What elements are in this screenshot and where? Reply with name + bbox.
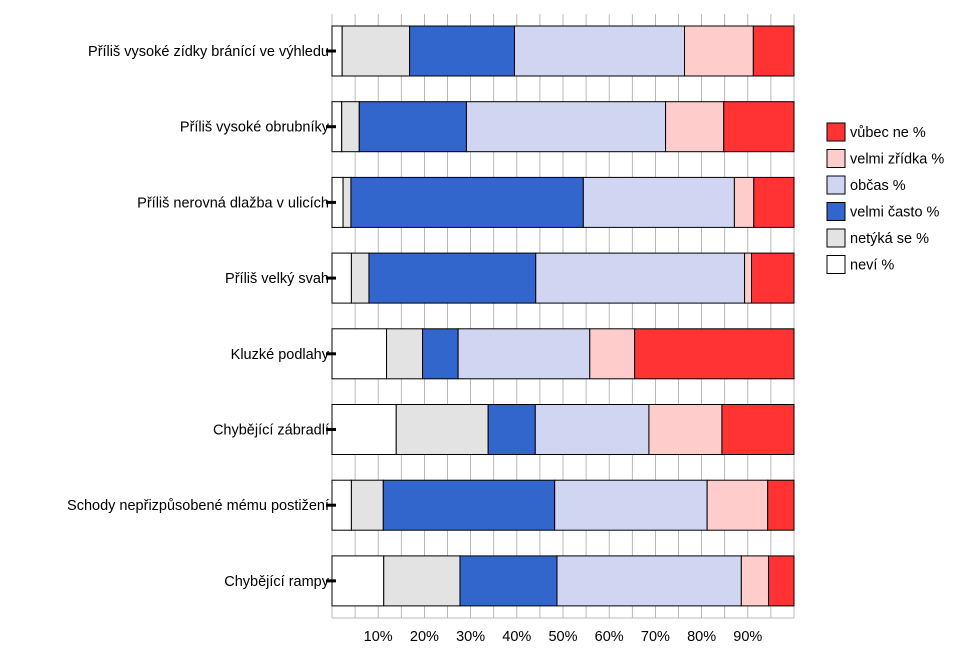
- bar-segment-vůbec-ne-pct: [750, 252, 795, 304]
- bar-segment-velmi-zřídka-pct: [706, 479, 769, 531]
- bar-segment-netýká-se-pct: [350, 479, 384, 531]
- category-label: Schody nepřizpůsobené mému postižení: [67, 498, 329, 514]
- bar-segment-občas-pct: [534, 404, 650, 455]
- x-tick-label: 70%: [641, 629, 670, 645]
- bar-segment-netýká-se-pct: [342, 176, 352, 228]
- category-label: Příliš nerovná dlažba v ulicích: [137, 195, 329, 211]
- legend-item: neví %: [826, 255, 894, 274]
- bar-segment-netýká-se-pct: [395, 404, 489, 455]
- bar-segment-velmi-často-pct: [368, 252, 537, 304]
- bar-segment-neví-pct: [331, 328, 388, 380]
- legend-item: velmi často %: [826, 202, 940, 221]
- legend-item: velmi zřídka %: [826, 149, 944, 168]
- bar-segment-velmi-zřídka-pct: [665, 101, 725, 153]
- legend-label: velmi zřídka %: [850, 152, 944, 168]
- legend-item: netýká se %: [826, 228, 929, 248]
- bar-segment-velmi-zřídka-pct: [648, 404, 723, 455]
- bar-segment-netýká-se-pct: [386, 328, 424, 380]
- legend-item: vůbec ne %: [826, 122, 926, 142]
- bar-segment-velmi-zřídka-pct: [684, 25, 754, 77]
- bar-segment-vůbec-ne-pct: [634, 328, 795, 380]
- bar-segment-netýká-se-pct: [341, 101, 360, 153]
- category-label: Příliš velký svah: [225, 271, 329, 287]
- bar-segment-neví-pct: [331, 555, 385, 607]
- bar-segment-netýká-se-pct: [350, 252, 370, 304]
- legend-swatch: [826, 122, 846, 142]
- category-label: Chybějící rampy: [224, 574, 330, 590]
- legend-item: občas %: [826, 175, 906, 195]
- bar-segment-občas-pct: [457, 328, 591, 380]
- x-tick-label: 40%: [502, 629, 531, 645]
- x-axis-tick-labels: 10% 20% 30% 40% 50% 60% 70% 80% 90%: [364, 629, 763, 645]
- legend-label: velmi často %: [850, 205, 940, 221]
- bar-segment-velmi-často-pct: [487, 404, 536, 455]
- bar-segment-občas-pct: [554, 479, 708, 531]
- legend-label: občas %: [850, 178, 906, 194]
- bar-segment-netýká-se-pct: [341, 25, 411, 77]
- bar-segment-neví-pct: [331, 404, 397, 455]
- bar-segment-občas-pct: [513, 25, 686, 77]
- legend-label: vůbec ne %: [850, 125, 926, 141]
- bar-segment-občas-pct: [556, 555, 742, 607]
- bar-segment-velmi-často-pct: [459, 555, 558, 607]
- legend: vůbec ne % velmi zřídka % občas % velmi čas…: [826, 122, 944, 274]
- x-tick-label: 20%: [410, 629, 439, 645]
- bar-segment-vůbec-ne-pct: [721, 404, 795, 455]
- x-tick-label: 90%: [733, 629, 762, 645]
- bar-segment-vůbec-ne-pct: [768, 555, 795, 607]
- category-label: Příliš vysoké zídky bránící ve výhledu: [88, 44, 329, 60]
- bar-segment-netýká-se-pct: [383, 555, 461, 607]
- legend-swatch: [826, 149, 846, 168]
- legend-swatch: [826, 228, 846, 248]
- category-label: Kluzké podlahy: [231, 347, 330, 363]
- category-label: Chybějící zábradlí: [213, 423, 329, 439]
- bar-segment-velmi-často-pct: [422, 328, 459, 380]
- x-tick-label: 30%: [456, 629, 485, 645]
- legend-label: neví %: [850, 258, 894, 274]
- bar-segment-vůbec-ne-pct: [767, 479, 795, 531]
- y-axis-labels: Příliš vysoké zídky bránící ve výhledu Př…: [67, 44, 330, 590]
- bars: [326, 25, 795, 607]
- bar-segment-velmi-zřídka-pct: [744, 252, 752, 304]
- x-tick-label: 80%: [687, 629, 716, 645]
- legend-swatch: [826, 175, 846, 195]
- bar-segment-občas-pct: [535, 252, 746, 304]
- bar-segment-vůbec-ne-pct: [753, 176, 795, 228]
- bar-segment-velmi-často-pct: [358, 101, 467, 153]
- bar-segment-občas-pct: [465, 101, 667, 153]
- bar-segment-občas-pct: [582, 176, 735, 228]
- category-label: Příliš vysoké obrubníky: [180, 120, 330, 136]
- bar-segment-velmi-zřídka-pct: [740, 555, 770, 607]
- legend-swatch: [826, 255, 846, 274]
- bar-segment-velmi-často-pct: [409, 25, 515, 77]
- bar-segment-velmi-často-pct: [350, 176, 584, 228]
- x-tick-label: 10%: [364, 629, 393, 645]
- x-tick-label: 60%: [595, 629, 624, 645]
- x-tick-label: 50%: [548, 629, 577, 645]
- legend-swatch: [826, 202, 846, 221]
- legend-label: netýká se %: [850, 231, 929, 247]
- bar-segment-velmi-často-pct: [382, 479, 556, 531]
- bar-segment-velmi-zřídka-pct: [733, 176, 755, 228]
- bar-segment-vůbec-ne-pct: [723, 101, 795, 153]
- bar-segment-velmi-zřídka-pct: [589, 328, 636, 380]
- bar-segment-vůbec-ne-pct: [752, 25, 795, 77]
